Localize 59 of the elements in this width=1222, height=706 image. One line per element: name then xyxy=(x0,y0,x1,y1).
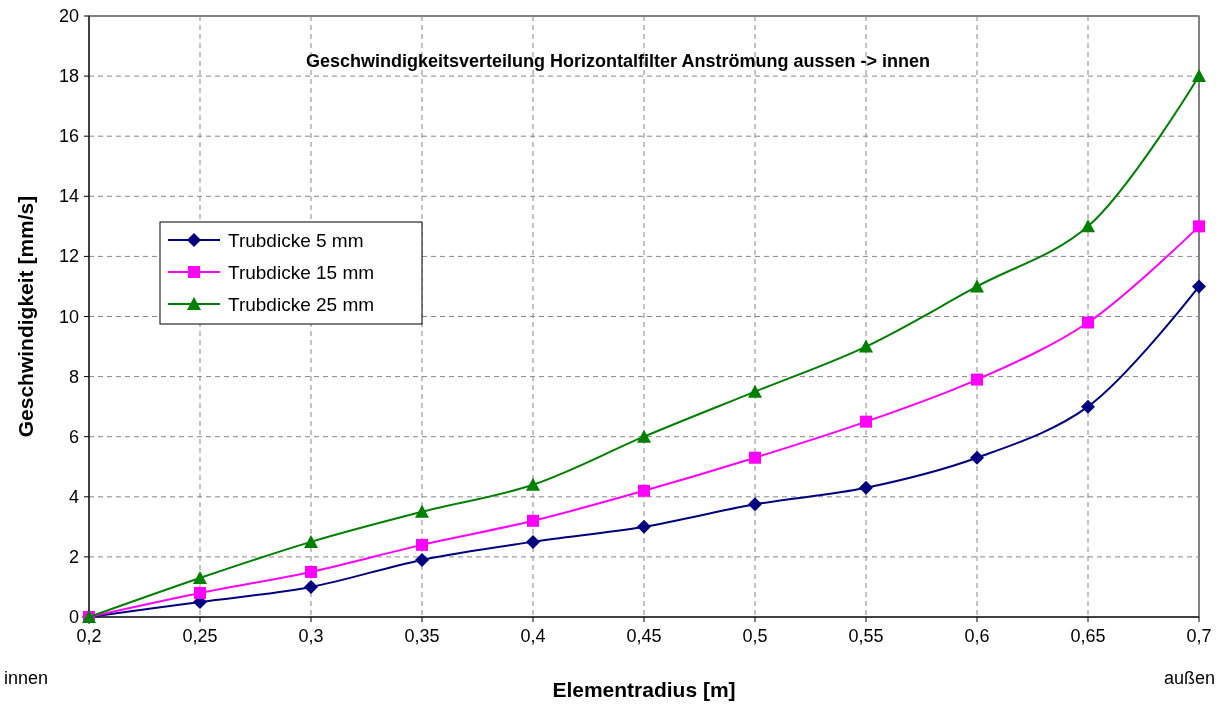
x-tick-label: 0,65 xyxy=(1070,626,1106,646)
point xyxy=(638,484,650,497)
point xyxy=(1193,220,1205,233)
point xyxy=(304,534,318,548)
y-tick-label: 8 xyxy=(68,366,79,387)
point xyxy=(748,384,762,398)
point xyxy=(1081,399,1095,414)
point xyxy=(526,477,540,491)
x-tick-label: 0,2 xyxy=(76,626,102,646)
point xyxy=(1192,69,1206,83)
text: außen xyxy=(1163,668,1215,688)
legend-label: Trubdicke 15 mm xyxy=(228,262,375,283)
y-tick-label: 10 xyxy=(58,306,79,327)
point xyxy=(748,497,762,512)
y-tick-label: 16 xyxy=(58,126,79,147)
x-axis-title: Elementradius [m] xyxy=(552,678,736,701)
point xyxy=(637,429,651,443)
x-tick-label: 0,25 xyxy=(182,626,218,646)
legend-label: Trubdicke 5 mm xyxy=(228,230,364,251)
point xyxy=(415,552,429,567)
point xyxy=(970,279,984,293)
x-tick-label: 0,35 xyxy=(404,626,440,646)
y-tick-label: 14 xyxy=(58,186,79,207)
y-tick-label: 0 xyxy=(68,607,79,627)
y-axis-title: Geschwindigkeit [mm/s] xyxy=(14,195,37,438)
point xyxy=(971,373,983,386)
y-tick-label: 2 xyxy=(68,546,79,567)
legend-label: Trubdicke 25 mm xyxy=(228,294,375,315)
point xyxy=(416,538,428,551)
x-tick-label: 0,6 xyxy=(964,626,990,646)
x-tick-label: 0,5 xyxy=(742,626,768,646)
x-tick-label: 0,3 xyxy=(298,626,324,646)
point xyxy=(193,570,207,584)
y-tick-label: 12 xyxy=(58,246,79,267)
x-tick-label: 0,55 xyxy=(848,626,884,646)
point xyxy=(749,451,761,464)
point xyxy=(1192,279,1206,294)
point xyxy=(305,565,317,578)
y-tick-label: 6 xyxy=(68,426,79,447)
point xyxy=(415,504,429,518)
x-tick-label: 0,45 xyxy=(626,626,662,646)
point xyxy=(1081,219,1095,233)
point xyxy=(860,415,872,428)
point xyxy=(859,480,873,495)
y-tick-label: 20 xyxy=(58,6,79,26)
x-tick-label: 0,4 xyxy=(520,626,546,646)
point xyxy=(637,519,651,534)
y-tick-label: 4 xyxy=(68,486,79,507)
point xyxy=(526,534,540,549)
point xyxy=(1082,316,1094,329)
point xyxy=(527,514,539,527)
point xyxy=(304,579,318,594)
x-tick-label: 0,7 xyxy=(1186,626,1212,646)
point xyxy=(194,586,206,599)
point xyxy=(859,339,873,353)
point xyxy=(970,450,984,465)
text: innen xyxy=(4,668,49,688)
text: Geschwindigkeitsverteilung Horizontalfilter Anströmung aussen -> innen xyxy=(306,51,930,71)
y-tick-label: 18 xyxy=(58,66,79,87)
